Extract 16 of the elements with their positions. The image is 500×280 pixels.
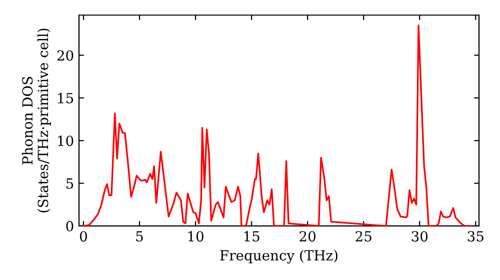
y-tick-label: 0 bbox=[66, 220, 74, 232]
y-axis-title: Phonon DOS (States/THz·primitive cell) bbox=[22, 28, 51, 212]
x-axis-title: Frequency (THz) bbox=[220, 250, 338, 264]
x-tick-label: 0 bbox=[80, 231, 87, 242]
x-tick-label: 35 bbox=[468, 231, 484, 242]
x-tick-label: 20 bbox=[300, 231, 316, 242]
x-tick-label: 25 bbox=[356, 231, 372, 242]
x-tick-label: 5 bbox=[136, 231, 143, 242]
y-tick-label: 15 bbox=[58, 92, 74, 104]
y-tick-label: 10 bbox=[58, 136, 74, 146]
line-series bbox=[82, 24, 474, 226]
x-tick-label: 15 bbox=[244, 231, 260, 242]
x-tick-label: 30 bbox=[412, 231, 428, 242]
y-tick-label: 5 bbox=[66, 178, 74, 189]
y-tick-label: 20 bbox=[57, 50, 74, 61]
x-tick-label: 10 bbox=[188, 231, 204, 242]
